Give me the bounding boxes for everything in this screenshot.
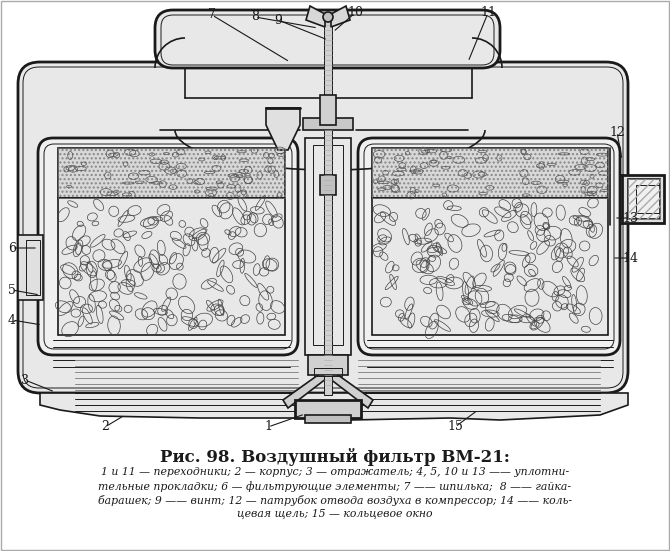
Text: 5: 5 bbox=[8, 284, 16, 296]
Text: 6: 6 bbox=[8, 241, 16, 255]
Polygon shape bbox=[331, 6, 350, 27]
Polygon shape bbox=[283, 370, 331, 408]
Bar bbox=[58, 148, 285, 198]
Text: 1: 1 bbox=[264, 420, 272, 434]
Text: 1 и 11 — переходники; 2 — корпус; 3 — отражатель; 4, 5, 10 и 13 —— уплотни-: 1 и 11 — переходники; 2 — корпус; 3 — от… bbox=[101, 467, 569, 477]
Text: 8: 8 bbox=[251, 10, 259, 24]
FancyBboxPatch shape bbox=[358, 138, 620, 355]
Bar bbox=[314, 368, 342, 376]
FancyBboxPatch shape bbox=[18, 62, 628, 393]
Polygon shape bbox=[325, 370, 373, 408]
Bar bbox=[308, 355, 348, 375]
Bar bbox=[372, 148, 608, 198]
Bar bbox=[313, 145, 343, 345]
Bar bbox=[58, 198, 285, 335]
Text: цевая щель; 15 — кольцевое окно: цевая щель; 15 — кольцевое окно bbox=[237, 509, 433, 519]
Text: 12: 12 bbox=[609, 126, 625, 138]
Text: 2: 2 bbox=[101, 420, 109, 434]
Bar bbox=[320, 95, 336, 125]
Text: барашек; 9 —— винт; 12 — патрубок отвода воздуха в компрессор; 14 —— коль-: барашек; 9 —— винт; 12 — патрубок отвода… bbox=[98, 495, 572, 506]
Text: 15: 15 bbox=[447, 420, 463, 434]
Text: 9: 9 bbox=[274, 14, 282, 26]
Bar bbox=[628, 179, 660, 219]
Bar bbox=[18, 235, 43, 300]
Text: 3: 3 bbox=[21, 374, 29, 386]
Bar bbox=[372, 148, 608, 198]
Polygon shape bbox=[306, 6, 325, 27]
Bar bbox=[58, 148, 285, 198]
Bar bbox=[372, 198, 608, 335]
Bar bbox=[636, 185, 660, 213]
Bar bbox=[622, 175, 664, 223]
Polygon shape bbox=[266, 108, 300, 150]
Text: 7: 7 bbox=[208, 8, 216, 21]
Bar bbox=[320, 175, 336, 195]
Text: 13: 13 bbox=[622, 212, 638, 224]
Text: тельные прокладки; 6 — фильтрующие элементы; 7 —— шпилька;  8 —— гайка-: тельные прокладки; 6 — фильтрующие элеме… bbox=[98, 481, 572, 492]
Text: 10: 10 bbox=[347, 7, 363, 19]
Bar bbox=[305, 138, 351, 355]
FancyBboxPatch shape bbox=[38, 138, 298, 355]
Bar bbox=[628, 179, 660, 219]
Bar bbox=[305, 415, 351, 423]
Text: 4: 4 bbox=[8, 314, 16, 327]
Polygon shape bbox=[40, 393, 628, 420]
Bar bbox=[324, 15, 332, 395]
Bar bbox=[26, 240, 40, 295]
Circle shape bbox=[323, 12, 333, 22]
Text: Рис. 98. Воздушный фильтр ВМ-21:: Рис. 98. Воздушный фильтр ВМ-21: bbox=[160, 448, 510, 466]
Text: 14: 14 bbox=[622, 251, 638, 264]
Bar bbox=[295, 400, 361, 418]
Text: 11: 11 bbox=[480, 7, 496, 19]
Bar bbox=[303, 118, 353, 130]
FancyBboxPatch shape bbox=[155, 10, 500, 68]
